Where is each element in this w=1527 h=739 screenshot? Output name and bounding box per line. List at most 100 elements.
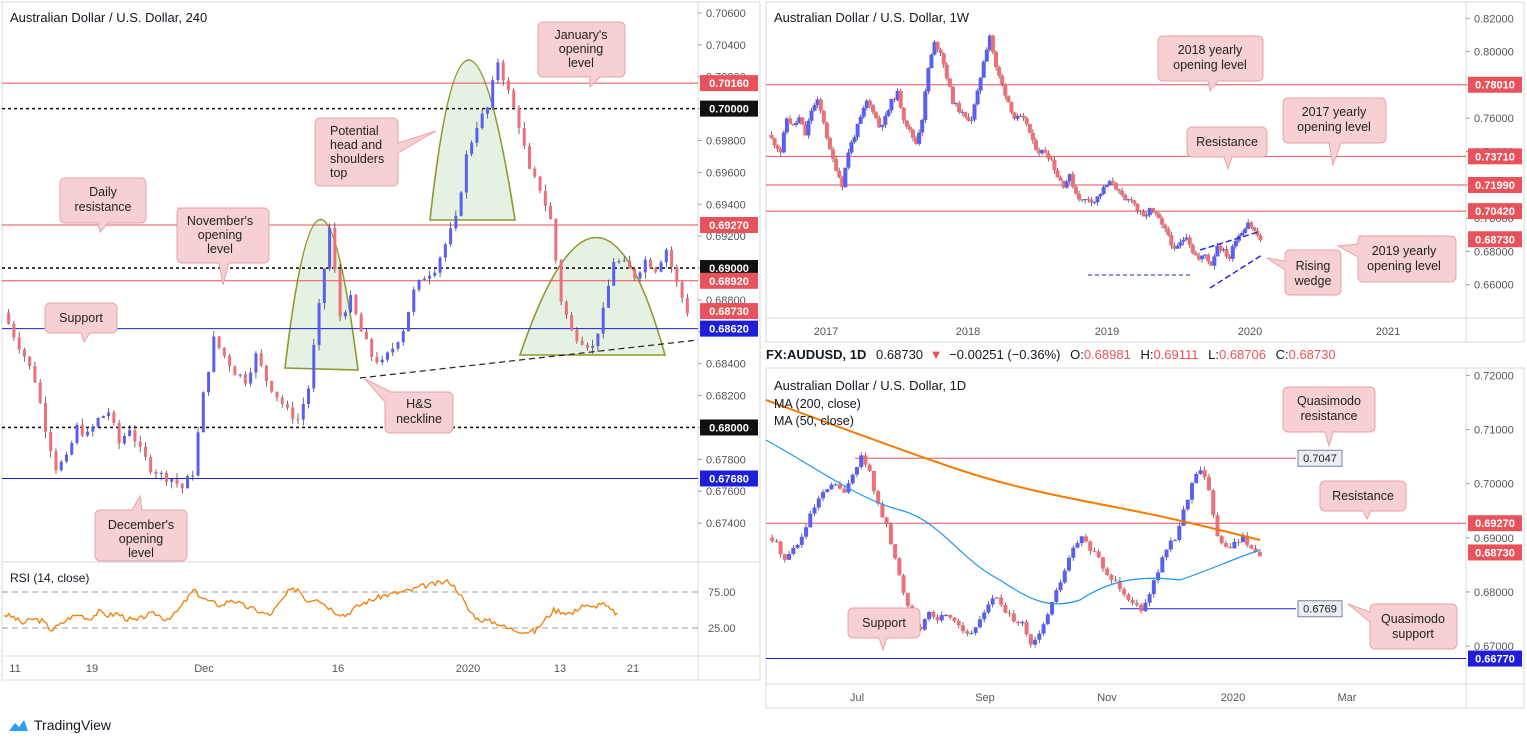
candle-body [1024, 118, 1029, 125]
candle-body [606, 285, 610, 308]
candle-body [1058, 177, 1063, 181]
candle-body [1134, 603, 1139, 605]
price-axis[interactable]: 0.67400 0.67600 0.67800 0.68000 0.68200 0.684… [698, 8, 758, 530]
candle-body [65, 454, 69, 462]
candle-body [564, 301, 568, 316]
candle-body [1033, 140, 1038, 150]
y-tick-label: 0.69400 [706, 199, 746, 211]
candle-body [977, 619, 982, 628]
candle-body [28, 356, 32, 367]
level-price-tag [700, 75, 758, 92]
candle-body [333, 227, 337, 270]
candle-body [285, 404, 289, 408]
candle-body [914, 137, 919, 144]
candle-body [944, 64, 949, 79]
price-axis[interactable]: 0.67000 0.68000 0.69000 0.70000 0.71000 0.720… [1466, 370, 1522, 667]
x-tick-label: Nov [1097, 692, 1117, 704]
candle-body [842, 488, 847, 493]
time-axis[interactable]: 11 19 Dec 16 2020 13 21 [9, 663, 639, 675]
candle-body [186, 476, 190, 489]
candle-body [797, 117, 802, 123]
candle-body [496, 62, 500, 81]
candle-body [1055, 170, 1060, 178]
candle-body [1232, 541, 1237, 549]
chart-1d-panel[interactable]: 0.7047 0.6769 0.67000 0.68000 0.69000 0.7000… [765, 367, 1525, 709]
candle-body [907, 126, 912, 130]
candle-body [122, 435, 126, 444]
candle-body [370, 339, 374, 357]
candle-body [254, 353, 258, 373]
candle-body [1045, 614, 1050, 625]
candle-body [772, 138, 777, 146]
candle-body [1240, 232, 1245, 236]
x-tick-label: 19 [86, 663, 98, 675]
candle-body [1107, 181, 1112, 185]
candle-body [920, 120, 925, 133]
candle-body [884, 517, 889, 525]
candle-body [12, 323, 16, 338]
y-tick-label: 0.67800 [706, 454, 746, 466]
candle-body [1070, 174, 1075, 187]
symbol-legend[interactable]: FX:AUDUSD, 1D 0.68730 ▼ −0.00251 (−0.36%… [766, 347, 1336, 362]
candle-body [1181, 509, 1186, 526]
candle-body [1221, 249, 1226, 251]
callout-resistance-1w: Resistance [1186, 126, 1268, 171]
candle-body [904, 120, 909, 127]
candle-body [877, 117, 882, 128]
candle-body [1230, 246, 1235, 259]
level-price-label: 0.70000 [709, 104, 749, 116]
candle-body [654, 268, 658, 272]
rsi-pane[interactable]: RSI (14, close) 75.00 25.00 [2, 571, 736, 635]
chart-240-panel[interactable]: 0.67400 0.67600 0.67800 0.68000 0.68200 0.684… [1, 1, 761, 681]
candle-body [784, 118, 789, 133]
candle-body [1113, 579, 1118, 581]
time-axis[interactable]: Jul Sep Nov 2020 Mar [850, 692, 1357, 704]
candle-body [680, 282, 684, 298]
candle-body [433, 272, 437, 276]
candle-body [1018, 115, 1023, 117]
y-tick-label: 0.82000 [1474, 13, 1514, 25]
candle-body [180, 483, 184, 489]
candle-body [1198, 470, 1203, 474]
chart-1w-panel[interactable]: 0.660000.680000.700000.720000.740000.760… [765, 1, 1525, 343]
candle-body [1040, 150, 1045, 154]
candle-body [808, 513, 813, 528]
callout-quasimodo-support: Quasimodo support [1347, 603, 1458, 650]
candle-body [1184, 237, 1189, 240]
candle-body [981, 61, 986, 78]
svg-text:2019 yearly: 2019 yearly [1372, 244, 1437, 258]
candle-body [1138, 210, 1143, 212]
svg-text:Quasimodo: Quasimodo [1381, 612, 1445, 626]
candle-body [354, 295, 358, 315]
level-price-label: 0.68730 [1475, 547, 1515, 559]
candle-body [905, 592, 910, 607]
y-tick-label: 0.70600 [706, 8, 746, 20]
price-axis[interactable]: 0.660000.680000.700000.720000.740000.760… [1466, 13, 1522, 292]
time-axis[interactable]: 2017 2018 2019 2020 2021 [814, 326, 1400, 338]
candle-body [633, 268, 637, 279]
candle-body [217, 336, 221, 348]
candle-body [1000, 75, 1005, 85]
svg-text:resistance: resistance [1301, 409, 1358, 423]
candle-body [864, 100, 869, 108]
candle-body [1064, 181, 1069, 188]
y-tick-label: 0.69200 [706, 231, 746, 243]
tradingview-logo[interactable]: TradingView [6, 717, 111, 733]
candle-body [43, 402, 47, 432]
x-tick-label: 16 [332, 663, 344, 675]
candle-body [480, 113, 484, 128]
svg-text:Support: Support [59, 311, 103, 325]
candle-body [391, 348, 395, 353]
level-price-label: 0.69270 [709, 220, 749, 232]
candle-body [449, 228, 453, 245]
candle-body [1086, 199, 1091, 201]
candle-body [133, 430, 137, 442]
candle-body [675, 266, 679, 283]
callout-daily-resistance: Daily resistance [59, 177, 147, 234]
candle-body [443, 244, 447, 258]
candle-body [422, 278, 426, 281]
candle-body [938, 49, 943, 54]
candle-body [876, 491, 881, 504]
candle-body [575, 330, 579, 341]
candle-body [840, 177, 845, 188]
